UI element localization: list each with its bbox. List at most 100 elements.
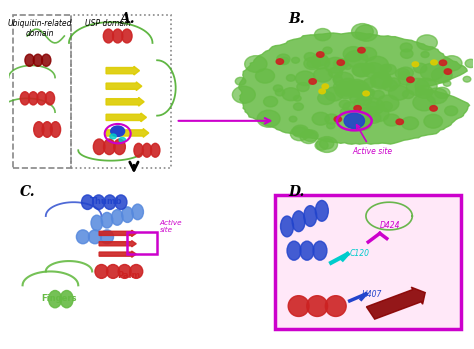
Ellipse shape — [60, 290, 73, 308]
Circle shape — [255, 69, 274, 83]
Circle shape — [427, 88, 447, 104]
Circle shape — [363, 63, 384, 78]
Circle shape — [431, 60, 437, 65]
Circle shape — [443, 81, 451, 86]
Circle shape — [359, 47, 377, 61]
Circle shape — [362, 106, 376, 118]
Ellipse shape — [118, 265, 131, 279]
Ellipse shape — [42, 122, 52, 137]
Circle shape — [314, 29, 331, 41]
Ellipse shape — [92, 195, 105, 209]
Circle shape — [337, 87, 347, 95]
Text: D.: D. — [288, 185, 304, 199]
Circle shape — [279, 57, 289, 65]
Circle shape — [435, 87, 450, 98]
Text: Active
site: Active site — [159, 220, 182, 233]
Circle shape — [286, 75, 295, 81]
Circle shape — [289, 116, 297, 122]
Circle shape — [430, 106, 438, 111]
Ellipse shape — [103, 139, 115, 155]
Circle shape — [318, 91, 335, 105]
Circle shape — [365, 56, 389, 73]
Ellipse shape — [142, 143, 152, 157]
Circle shape — [402, 90, 414, 98]
Circle shape — [463, 76, 471, 82]
Text: Active site: Active site — [352, 125, 392, 156]
Ellipse shape — [93, 139, 105, 155]
Circle shape — [340, 108, 351, 116]
Circle shape — [303, 130, 318, 141]
Circle shape — [344, 113, 365, 128]
Circle shape — [400, 43, 412, 52]
Circle shape — [352, 64, 370, 76]
Circle shape — [415, 78, 437, 95]
Polygon shape — [239, 32, 470, 144]
Circle shape — [371, 73, 392, 89]
Circle shape — [387, 78, 401, 88]
Circle shape — [311, 54, 328, 66]
Circle shape — [312, 55, 330, 69]
Circle shape — [354, 105, 361, 111]
Circle shape — [414, 63, 427, 73]
Circle shape — [366, 89, 374, 95]
Circle shape — [323, 47, 332, 54]
Circle shape — [382, 64, 396, 75]
Circle shape — [343, 102, 356, 112]
Circle shape — [442, 56, 462, 71]
Circle shape — [309, 79, 316, 84]
Ellipse shape — [313, 241, 327, 260]
FancyArrow shape — [99, 230, 136, 237]
Circle shape — [431, 67, 452, 83]
Text: USP domain: USP domain — [85, 19, 131, 28]
Ellipse shape — [300, 241, 314, 260]
Circle shape — [358, 47, 365, 53]
Circle shape — [111, 126, 125, 136]
Ellipse shape — [76, 230, 90, 244]
Circle shape — [313, 68, 332, 82]
Circle shape — [293, 103, 303, 110]
Circle shape — [380, 72, 390, 80]
FancyArrow shape — [106, 97, 144, 106]
Circle shape — [319, 139, 334, 149]
FancyArrow shape — [99, 240, 136, 247]
Ellipse shape — [28, 92, 38, 105]
Circle shape — [363, 91, 369, 96]
Text: C120: C120 — [350, 249, 370, 258]
Circle shape — [292, 57, 300, 63]
Circle shape — [295, 71, 315, 86]
Circle shape — [334, 81, 349, 93]
Circle shape — [383, 114, 400, 126]
Circle shape — [264, 96, 278, 107]
FancyArrow shape — [99, 251, 136, 257]
Ellipse shape — [101, 213, 113, 228]
Ellipse shape — [122, 29, 132, 43]
Circle shape — [380, 102, 392, 111]
Circle shape — [367, 113, 381, 123]
Circle shape — [343, 46, 364, 62]
Circle shape — [382, 80, 398, 91]
Circle shape — [366, 102, 379, 111]
Circle shape — [396, 119, 403, 125]
Circle shape — [345, 50, 368, 67]
Ellipse shape — [48, 290, 62, 308]
Circle shape — [395, 68, 410, 79]
Circle shape — [352, 24, 373, 40]
Ellipse shape — [50, 122, 61, 137]
Circle shape — [282, 88, 300, 101]
Circle shape — [235, 77, 246, 85]
Circle shape — [333, 75, 342, 82]
Ellipse shape — [113, 29, 123, 43]
Circle shape — [416, 86, 433, 98]
Circle shape — [417, 35, 438, 50]
Circle shape — [232, 86, 255, 103]
Circle shape — [325, 114, 338, 124]
Ellipse shape — [89, 230, 101, 244]
Ellipse shape — [288, 296, 309, 317]
Circle shape — [297, 82, 309, 91]
Ellipse shape — [115, 195, 127, 209]
FancyArrow shape — [106, 113, 146, 122]
Circle shape — [445, 106, 458, 116]
Ellipse shape — [111, 210, 123, 225]
Text: H407: H407 — [362, 290, 383, 299]
Circle shape — [325, 57, 346, 73]
